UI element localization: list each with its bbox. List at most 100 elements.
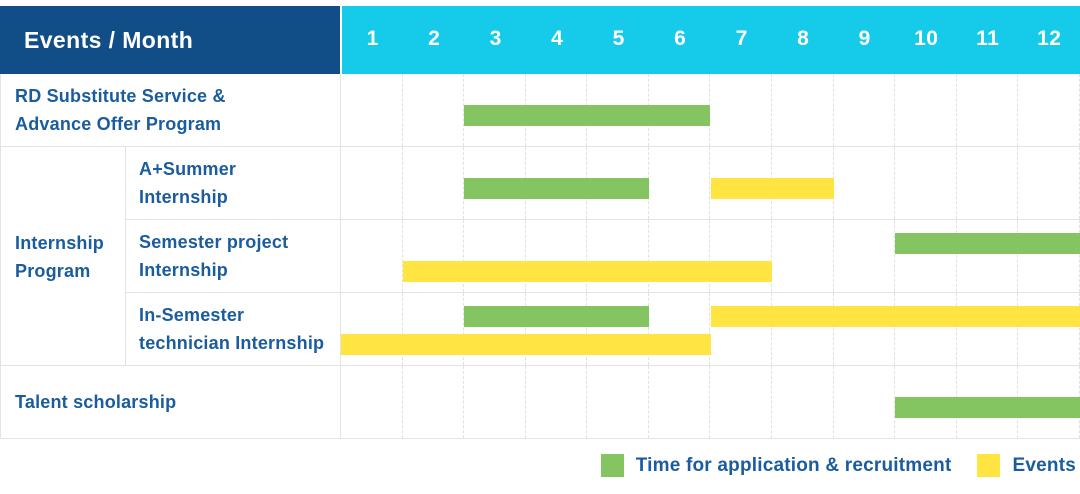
legend-swatch-application — [600, 454, 624, 477]
month-header-row: 1 2 3 4 5 6 7 8 9 10 11 12 — [340, 6, 1080, 74]
month-header-1: 1 — [366, 27, 379, 50]
task-label-cell: Talent scholarship — [1, 366, 341, 439]
task-row: Semester project Internship — [1, 220, 1080, 293]
month-header-12: 12 — [1037, 27, 1062, 50]
month-grid — [341, 220, 1080, 293]
month-header-11: 11 — [976, 27, 1000, 50]
task-label: Talent scholarship — [15, 392, 177, 412]
grid-cell-month-2 — [403, 220, 465, 292]
group-label: Internship — [15, 232, 105, 253]
grid-cell-month-12 — [1018, 220, 1080, 292]
task-label: RD Substitute Service & — [15, 86, 226, 106]
grid-cell-month-9 — [834, 147, 896, 219]
grid-cell-month-7 — [710, 74, 773, 146]
grid-cell-month-10 — [895, 293, 957, 365]
grid-cell-month-1 — [341, 220, 403, 292]
gantt-body: RD Substitute Service & Advance Offer Pro… — [0, 74, 1080, 439]
grid-cell-month-9 — [834, 220, 896, 292]
task-label: Semester project — [139, 232, 289, 252]
grid-cell-month-1 — [341, 147, 403, 219]
grid-cell-month-2 — [403, 366, 465, 438]
legend-label-event: Events — [1012, 454, 1076, 476]
grid-cell-month-4 — [526, 220, 588, 292]
task-label-cell: In-Semester technician Internship — [125, 293, 341, 366]
grid-cell-month-3 — [464, 366, 526, 438]
grid-cell-month-2 — [403, 74, 465, 146]
legend-item-application: Time for application & recruitment — [600, 454, 952, 477]
grid-cell-month-9 — [834, 293, 896, 365]
grid-cell-month-9 — [834, 74, 896, 146]
month-header-2: 2 — [428, 27, 441, 50]
grid-cell-month-8 — [772, 366, 834, 438]
task-label: Advance Offer Program — [15, 114, 222, 134]
task-row: A+Summer Internship — [1, 147, 1080, 220]
gantt-bar-application — [464, 306, 649, 327]
grid-cell-month-6 — [649, 293, 711, 365]
legend-swatch-event — [977, 454, 1001, 477]
grid-cell-month-1 — [341, 293, 403, 365]
grid-cell-month-12 — [1018, 147, 1080, 219]
legend: Time for application & recruitment Events — [0, 454, 1076, 477]
grid-cell-month-8 — [772, 293, 834, 365]
task-row: Talent scholarship — [1, 366, 1080, 439]
grid-cell-month-6 — [649, 366, 711, 438]
grid-cell-month-11 — [957, 74, 1019, 146]
gantt-bar-application — [464, 105, 711, 126]
grid-cell-month-3 — [464, 220, 526, 292]
month-header-6: 6 — [674, 27, 687, 50]
grid-cell-month-6 — [649, 147, 711, 219]
grid-cell-month-3 — [464, 293, 526, 365]
month-grid — [341, 74, 1080, 147]
grid-cell-month-7 — [710, 220, 773, 292]
gantt-bar-application — [464, 178, 649, 199]
gantt-bar-event — [710, 306, 1080, 327]
legend-item-event: Events — [977, 454, 1076, 477]
task-label-cell: Semester project Internship — [125, 220, 341, 293]
grid-cell-month-2 — [403, 293, 465, 365]
grid-cell-month-8 — [772, 74, 834, 146]
legend-label-application: Time for application & recruitment — [635, 454, 952, 476]
gantt-bar-event — [710, 178, 834, 199]
gantt-bar-application — [895, 233, 1080, 254]
task-label: In-Semester — [139, 305, 245, 325]
grid-cell-month-7 — [710, 366, 773, 438]
month-header-7: 7 — [735, 27, 748, 50]
task-label: Internship — [139, 260, 229, 280]
gantt-bar-event — [341, 334, 711, 355]
grid-cell-month-11 — [957, 147, 1019, 219]
grid-cell-month-7 — [710, 293, 773, 365]
month-grid — [341, 293, 1080, 366]
grid-cell-month-8 — [772, 220, 834, 292]
task-label-cell: RD Substitute Service & Advance Offer Pro… — [1, 74, 341, 147]
events-month-header-cell: Events / Month — [0, 6, 340, 74]
grid-cell-month-4 — [526, 293, 588, 365]
task-row: RD Substitute Service & Advance Offer Pro… — [1, 74, 1080, 147]
grid-cell-month-4 — [526, 366, 588, 438]
grid-cell-month-12 — [1018, 293, 1080, 365]
grid-cell-month-10 — [895, 74, 957, 146]
grid-cell-month-10 — [895, 220, 957, 292]
month-header-8: 8 — [797, 27, 810, 50]
group-cell-internship-program: Internship Program — [1, 147, 125, 366]
grid-cell-month-1 — [341, 74, 403, 146]
group-label: Program — [15, 260, 91, 281]
grid-cell-month-5 — [587, 366, 649, 438]
task-label: A+Summer — [139, 159, 237, 179]
grid-cell-month-1 — [341, 366, 403, 438]
gantt-bar-event — [402, 261, 773, 282]
task-label-cell: A+Summer Internship — [125, 147, 341, 220]
grid-cell-month-10 — [895, 147, 957, 219]
month-header-9: 9 — [858, 27, 871, 50]
grid-cell-month-12 — [1018, 74, 1080, 146]
task-label: Internship — [139, 187, 229, 207]
month-header-10: 10 — [914, 27, 939, 50]
gantt-table: Events / Month 1 2 3 4 5 6 7 8 9 10 11 12 RD Substi… — [0, 6, 1080, 439]
table-header-row: Events / Month 1 2 3 4 5 6 7 8 9 10 11 12 — [0, 6, 1080, 74]
month-header-3: 3 — [489, 27, 502, 50]
month-header-5: 5 — [612, 27, 625, 50]
grid-cell-month-5 — [587, 293, 649, 365]
task-row: In-Semester technician Internship — [1, 293, 1080, 366]
month-grid — [341, 366, 1080, 439]
month-header-4: 4 — [551, 27, 564, 50]
